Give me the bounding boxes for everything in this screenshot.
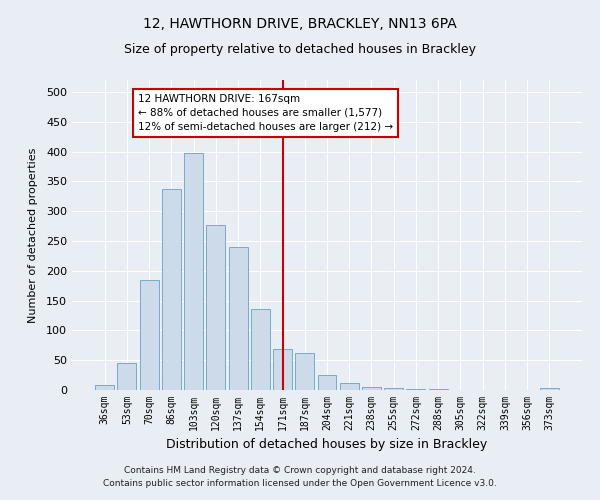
Bar: [540, 388, 559, 390]
Text: Contains HM Land Registry data © Crown copyright and database right 2024.
Contai: Contains HM Land Registry data © Crown c…: [103, 466, 497, 487]
Bar: [162, 188, 181, 390]
Bar: [140, 280, 158, 390]
Bar: [340, 384, 359, 390]
Bar: [273, 350, 292, 390]
Text: 12 HAWTHORN DRIVE: 167sqm
← 88% of detached houses are smaller (1,577)
12% of se: 12 HAWTHORN DRIVE: 167sqm ← 88% of detac…: [138, 94, 393, 132]
Bar: [95, 385, 114, 390]
X-axis label: Distribution of detached houses by size in Brackley: Distribution of detached houses by size …: [166, 438, 488, 452]
Bar: [317, 374, 337, 390]
Bar: [229, 247, 248, 390]
Y-axis label: Number of detached properties: Number of detached properties: [28, 148, 38, 322]
Bar: [362, 387, 381, 390]
Bar: [184, 152, 203, 390]
Bar: [118, 362, 136, 390]
Text: 12, HAWTHORN DRIVE, BRACKLEY, NN13 6PA: 12, HAWTHORN DRIVE, BRACKLEY, NN13 6PA: [143, 18, 457, 32]
Bar: [384, 388, 403, 390]
Text: Size of property relative to detached houses in Brackley: Size of property relative to detached ho…: [124, 42, 476, 56]
Bar: [206, 226, 225, 390]
Bar: [406, 389, 425, 390]
Bar: [295, 353, 314, 390]
Bar: [251, 309, 270, 390]
